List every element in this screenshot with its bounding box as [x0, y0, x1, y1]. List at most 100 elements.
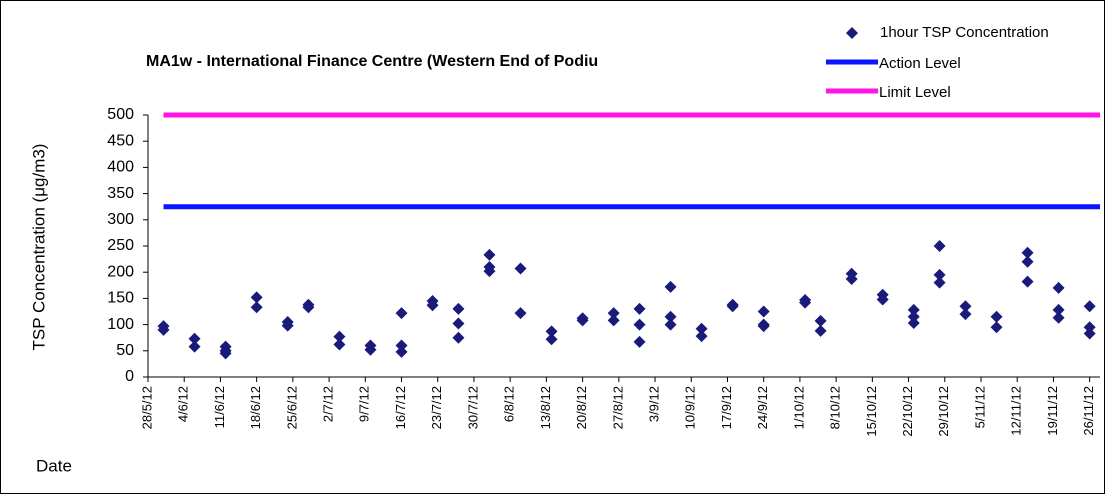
data-point [395, 307, 408, 320]
y-tick-label: 400 [107, 159, 134, 176]
data-point [633, 335, 646, 348]
data-point [188, 332, 201, 345]
y-tick-label: 500 [107, 106, 134, 123]
x-tick-label: 3/9/12 [646, 386, 661, 422]
data-point [452, 331, 465, 344]
legend-marker [846, 27, 858, 39]
data-point [1083, 321, 1096, 334]
data-point [545, 325, 558, 338]
data-point [633, 302, 646, 315]
data-point [664, 318, 677, 331]
y-tick-label: 250 [107, 237, 134, 254]
x-tick-label: 15/10/12 [864, 386, 879, 437]
data-point [452, 302, 465, 315]
data-point [757, 320, 770, 333]
data-point [333, 330, 346, 343]
data-point [250, 301, 263, 314]
x-tick-label: 24/9/12 [755, 386, 770, 429]
data-point [483, 248, 496, 261]
legend-label: Action Level [879, 55, 961, 72]
x-tick-label: 25/6/12 [284, 386, 299, 429]
data-point [1052, 281, 1065, 294]
data-point [799, 296, 812, 309]
data-point [395, 339, 408, 352]
x-tick-label: 5/11/12 [972, 386, 987, 428]
data-point [633, 318, 646, 331]
data-point [1052, 303, 1065, 316]
data-point [959, 300, 972, 313]
data-point [514, 262, 527, 275]
data-point [1083, 300, 1096, 313]
data-point [1021, 275, 1034, 288]
x-tick-label: 4/6/12 [176, 386, 191, 422]
data-point [576, 314, 589, 327]
data-point [607, 307, 620, 320]
x-tick-label: 16/7/12 [393, 386, 408, 429]
x-tick-label: 23/7/12 [429, 386, 444, 429]
data-point [607, 314, 620, 327]
y-tick-label: 300 [107, 211, 134, 228]
data-point [933, 240, 946, 252]
data-point [1052, 311, 1065, 324]
x-tick-label: 8/10/12 [828, 386, 843, 429]
data-point [1021, 246, 1034, 259]
data-point [514, 307, 527, 320]
data-point [907, 317, 920, 330]
data-point [814, 324, 827, 337]
x-tick-label: 1/10/12 [791, 386, 806, 429]
data-point [664, 280, 677, 293]
x-tick-label: 22/10/12 [900, 386, 915, 437]
y-tick-label: 450 [107, 132, 134, 149]
legend-label: 1hour TSP Concentration [880, 24, 1049, 41]
data-point [959, 308, 972, 321]
x-tick-label: 11/6/12 [212, 386, 227, 428]
x-tick-label: 30/7/12 [465, 386, 480, 429]
data-point [845, 273, 858, 286]
data-point [364, 343, 377, 356]
data-point [333, 338, 346, 351]
data-point [1083, 327, 1096, 340]
y-tick-label: 100 [107, 316, 134, 333]
x-tick-label: 6/8/12 [502, 386, 517, 422]
data-point [483, 265, 496, 278]
y-axis-label: TSP Concentration (μg/m3) [29, 144, 48, 351]
data-point [219, 347, 232, 360]
y-tick-label: 50 [116, 342, 134, 359]
data-point [907, 310, 920, 323]
x-axis-label: Date [36, 456, 72, 475]
x-tick-label: 28/5/12 [139, 386, 154, 429]
data-point [302, 301, 315, 314]
data-point [188, 340, 201, 353]
data-point [695, 322, 708, 335]
x-tick-label: 17/9/12 [719, 386, 734, 429]
x-tick-label: 26/11/12 [1081, 386, 1096, 436]
data-point [426, 299, 439, 312]
x-tick-label: 19/11/12 [1045, 386, 1060, 436]
x-tick-label: 12/11/12 [1009, 386, 1024, 436]
data-point [157, 323, 170, 336]
data-point [990, 310, 1003, 323]
y-tick-label: 0 [125, 368, 134, 385]
data-point [664, 310, 677, 323]
y-tick-label: 150 [107, 290, 134, 307]
data-point [757, 305, 770, 318]
x-tick-label: 27/8/12 [610, 386, 625, 429]
data-point [545, 333, 558, 346]
data-point [1021, 255, 1034, 268]
data-point [395, 345, 408, 358]
x-tick-label: 20/8/12 [574, 386, 589, 429]
x-tick-label: 18/6/12 [248, 386, 263, 429]
data-point [814, 314, 827, 327]
data-point [250, 291, 263, 304]
y-tick-label: 200 [107, 263, 134, 280]
data-point [876, 293, 889, 306]
data-point [452, 317, 465, 330]
data-point [933, 268, 946, 281]
data-point [907, 303, 920, 316]
x-tick-label: 2/7/12 [321, 386, 336, 422]
x-tick-label: 13/8/12 [538, 386, 553, 429]
legend-label: Limit Level [879, 84, 951, 101]
data-point [990, 321, 1003, 334]
x-tick-label: 29/10/12 [936, 386, 951, 437]
